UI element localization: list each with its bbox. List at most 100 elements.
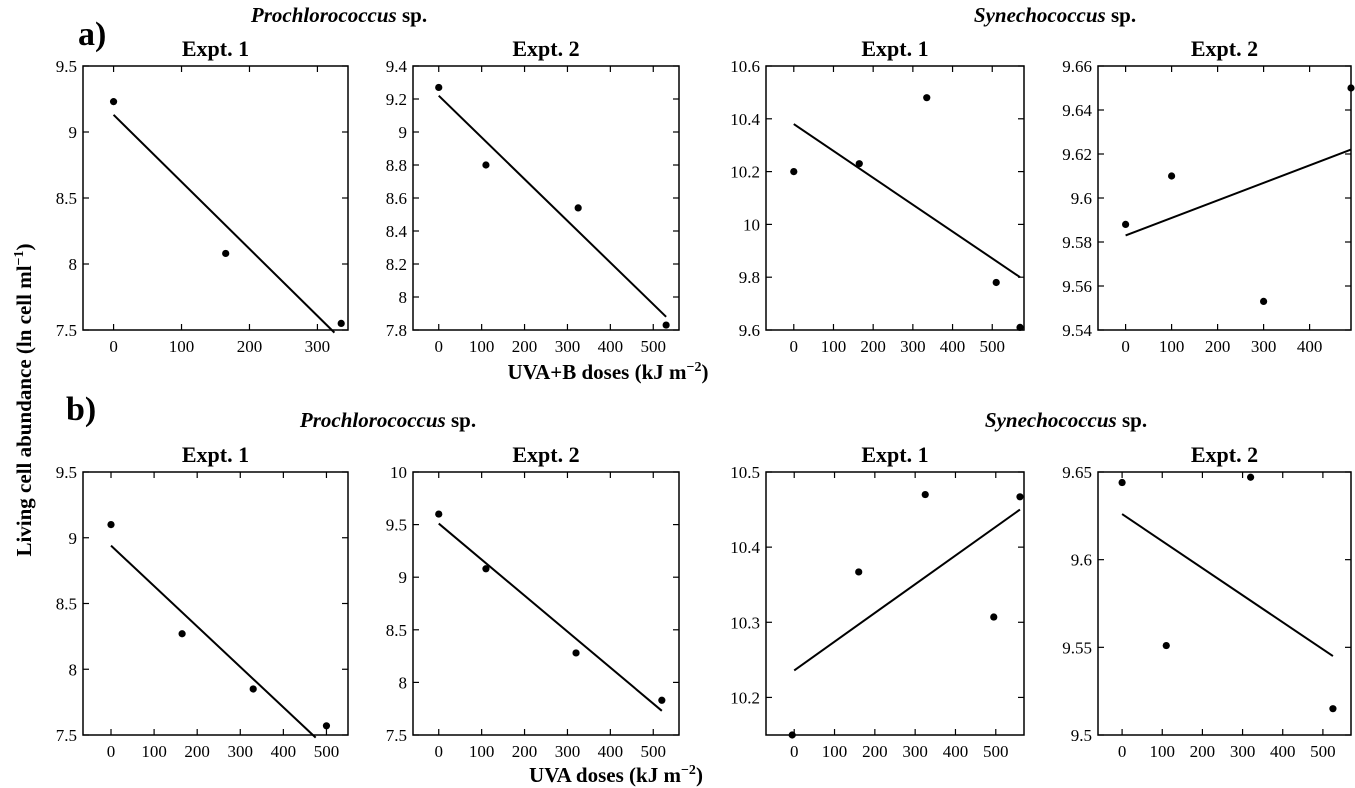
data-point <box>1118 478 1126 487</box>
data-point <box>249 685 257 693</box>
data-point <box>990 613 998 621</box>
species-name: Synechococcus <box>985 408 1117 432</box>
chart-panel: Expt. 1 0 100 200 300 400 500 9.6 9.8 10 10.2 10.4 1… <box>730 36 1025 356</box>
y-axis-label-end: ) <box>12 243 36 250</box>
x-tick-label: 400 <box>940 337 966 356</box>
y-tick-label: 9.64 <box>1062 101 1092 120</box>
x-tick-label: 200 <box>237 337 263 356</box>
plot-frame <box>82 65 349 331</box>
panel-title: Expt. 1 <box>861 442 928 467</box>
x-tick-label: 100 <box>822 742 848 761</box>
species-header: Synechococcus sp. <box>974 3 1136 27</box>
data-point <box>322 722 331 730</box>
y-tick-label: 7.5 <box>386 726 407 745</box>
x-tick-label: 100 <box>141 742 167 761</box>
data-point <box>921 490 929 499</box>
x-axis-label-text: UVA+B doses (kJ m <box>507 360 687 384</box>
data-point <box>1260 297 1268 305</box>
plot-frame <box>1097 471 1352 736</box>
data-point <box>337 319 345 327</box>
regression-line <box>438 522 663 712</box>
x-tick-label: 300 <box>555 337 581 356</box>
x-tick-label: 100 <box>169 337 195 356</box>
data-point <box>788 731 796 739</box>
data-point <box>178 630 186 638</box>
chart-panel: Expt. 2 0 100 200 300 400 500 7.5 8 8.5 9 9.5 10 <box>386 442 680 761</box>
x-tick-label: 200 <box>512 337 538 356</box>
y-tick-label: 7.5 <box>56 726 77 745</box>
y-tick-label: 9 <box>399 123 408 142</box>
x-axis-label: UVA doses (kJ m−2) <box>529 763 703 787</box>
chart-panel: Expt. 1 0 100 200 300 400 500 10.2 10.3 10.4 10.5 <box>730 442 1025 761</box>
x-tick-label: 500 <box>979 337 1005 356</box>
panel-title: Expt. 1 <box>182 36 249 61</box>
data-point <box>1016 323 1024 331</box>
x-tick-label: 100 <box>469 337 495 356</box>
x-tick-label: 0 <box>434 742 443 761</box>
y-axis-label-sup: −1 <box>12 250 27 265</box>
panel-title: Expt. 1 <box>182 442 249 467</box>
y-axis-label-text: Living cell abundance (ln cell ml <box>12 265 36 556</box>
x-tick-label: 400 <box>1270 742 1296 761</box>
data-point <box>855 160 863 168</box>
plot-frame <box>765 471 1025 736</box>
y-tick-label: 8 <box>399 673 408 692</box>
x-tick-label: 400 <box>943 742 969 761</box>
y-tick-label: 8 <box>69 255 78 274</box>
data-point <box>855 568 863 576</box>
y-tick-label: 8.4 <box>386 222 408 241</box>
y-tick-label: 9.58 <box>1062 233 1092 252</box>
y-tick-label: 8.6 <box>386 189 407 208</box>
y-tick-label: 8.8 <box>386 156 407 175</box>
panel-title: Expt. 1 <box>861 36 928 61</box>
data-point <box>1162 641 1170 650</box>
y-tick-label: 9.8 <box>739 268 760 287</box>
x-tick-label: 300 <box>228 742 254 761</box>
y-tick-label: 10.4 <box>730 538 760 557</box>
y-tick-label: 8.5 <box>56 595 77 614</box>
x-tick-label: 300 <box>1230 742 1256 761</box>
y-tick-label: 9.5 <box>386 516 407 535</box>
x-tick-label: 400 <box>598 337 624 356</box>
y-tick-label: 8.5 <box>56 189 77 208</box>
data-point <box>482 161 490 169</box>
row-label: a) <box>78 16 106 53</box>
y-tick-label: 9.2 <box>386 90 407 109</box>
x-tick-label: 200 <box>1205 337 1231 356</box>
y-tick-label: 10.4 <box>730 110 760 129</box>
data-point <box>1016 493 1024 501</box>
data-point <box>1329 705 1337 713</box>
y-tick-label: 9.54 <box>1062 321 1092 340</box>
y-tick-label: 9.5 <box>56 57 77 76</box>
data-point <box>435 83 443 92</box>
plot-frame <box>82 471 349 736</box>
data-point <box>1168 172 1176 180</box>
y-tick-label: 8 <box>69 660 78 679</box>
regression-line <box>793 508 1021 672</box>
y-tick-label: 9.66 <box>1062 57 1092 76</box>
x-axis-label: UVA+B doses (kJ m−2) <box>507 360 708 384</box>
regression-line <box>793 123 1021 279</box>
chart-panel: Expt. 2 0 100 200 300 400 500 7.8 8 8.2 8.4 8.6 8.8 9… <box>386 36 680 356</box>
data-point <box>222 249 230 258</box>
x-tick-label: 0 <box>1121 337 1130 356</box>
data-point <box>1247 473 1255 481</box>
panel-title: Expt. 2 <box>512 442 579 467</box>
x-tick-label: 100 <box>469 742 495 761</box>
y-tick-label: 10 <box>743 215 760 234</box>
y-tick-label: 8 <box>399 288 408 307</box>
panel-title: Expt. 2 <box>512 36 579 61</box>
x-axis-label-sup: −2 <box>687 360 702 375</box>
data-point <box>109 98 118 106</box>
data-point <box>790 168 798 176</box>
x-tick-label: 200 <box>860 337 886 356</box>
regression-line <box>1121 513 1334 657</box>
x-tick-label: 200 <box>184 742 210 761</box>
y-tick-label: 9 <box>399 568 408 587</box>
y-tick-label: 9.65 <box>1062 463 1092 482</box>
data-point <box>662 321 670 329</box>
x-axis-label-end: ) <box>702 360 709 384</box>
chart-panel: Expt. 1 0 100 200 300 400 500 7.5 8 8.5 9 9.5 <box>56 442 349 761</box>
chart-panel: Expt. 2 0 100 200 300 400 9.54 9.56 9.58 9.6 9.62 9… <box>1062 36 1355 356</box>
y-tick-label: 9 <box>69 529 78 548</box>
